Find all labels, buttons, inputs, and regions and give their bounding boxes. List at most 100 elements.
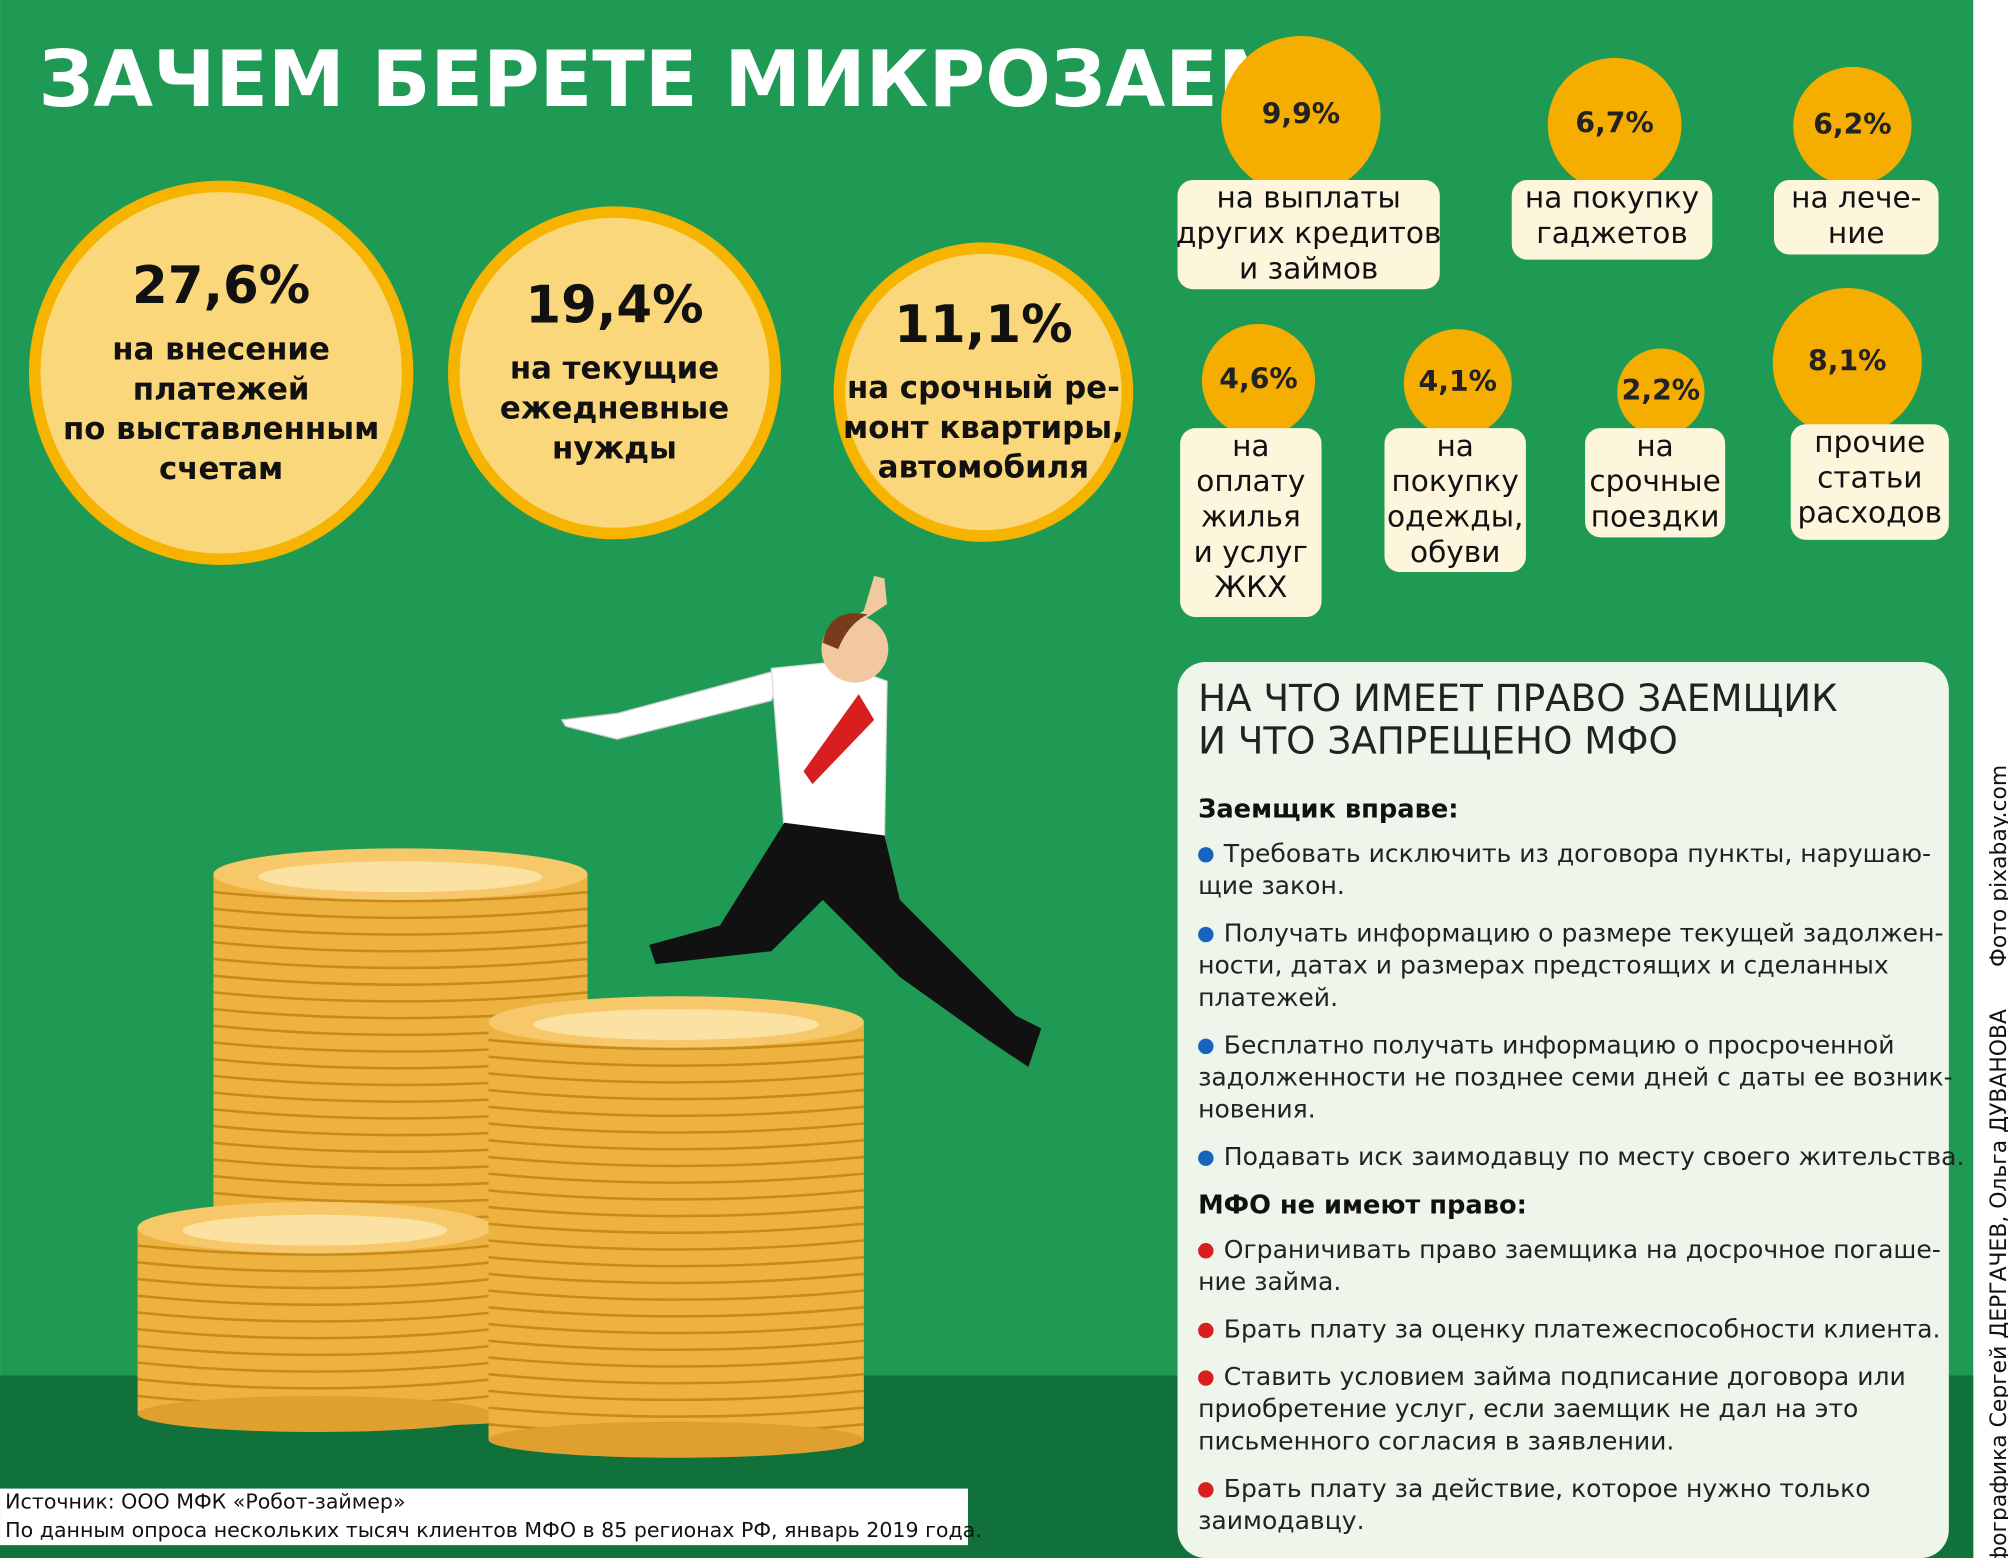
coin-edge	[488, 1172, 865, 1184]
coin-edge	[137, 1261, 493, 1273]
coin-edge	[137, 1361, 493, 1373]
coin-edge	[137, 1344, 493, 1357]
small-circle	[1403, 329, 1512, 438]
rule-text: заимодавцу.	[1198, 1506, 1364, 1535]
label-box	[1790, 424, 1949, 540]
rule-text: задолженности не позднее семи дней с дат…	[1198, 1063, 1953, 1092]
coin-edge	[137, 1294, 493, 1307]
small-value: 6,2%	[1813, 108, 1891, 141]
big-label: ежедневные	[500, 391, 729, 427]
small-label: обуви	[1410, 535, 1500, 569]
coin-bottom	[137, 1396, 493, 1433]
small-value: 2,2%	[1622, 374, 1700, 407]
big-label: счетам	[159, 451, 283, 487]
label-box	[1511, 179, 1713, 260]
coin-edge	[488, 1155, 865, 1168]
rule-text: письменного согласия в заявлении.	[1198, 1426, 1674, 1455]
hair	[822, 613, 868, 650]
coin-bottom	[488, 1421, 864, 1458]
small-circle	[1617, 348, 1705, 436]
label-box	[1180, 428, 1322, 618]
small-label: срочные	[1589, 464, 1720, 498]
credit: Фото pixabay.com	[1987, 765, 2008, 967]
small-label: одежды,	[1387, 500, 1523, 534]
bullet	[1198, 1482, 1214, 1498]
coin-edge	[488, 1255, 865, 1268]
big-label: нужды	[552, 430, 677, 466]
rule-text: ние займа.	[1198, 1267, 1341, 1296]
coin-edge	[213, 907, 588, 920]
rights-panel	[1177, 662, 1949, 1558]
coin-edge	[488, 1356, 865, 1368]
small-label: поездки	[1591, 500, 1720, 534]
coin-edge	[488, 1272, 865, 1285]
small-value: 8,1%	[1808, 345, 1886, 378]
label-box	[1384, 428, 1526, 573]
coin-face	[182, 1214, 448, 1246]
small-label: статьи	[1817, 460, 1922, 494]
small-value: 6,7%	[1575, 107, 1653, 140]
source-text: Источник: ООО МФК «Робот-займер»	[5, 1490, 405, 1514]
arm	[835, 575, 888, 630]
small-label: ние	[1828, 216, 1885, 250]
bullet	[1198, 1370, 1214, 1386]
rule-text: Брать плату за оценку платежеспособности…	[1224, 1314, 1941, 1343]
label-box	[1177, 179, 1440, 290]
coin-edge	[488, 1038, 865, 1051]
coin-face	[258, 861, 543, 893]
title: ЗАЧЕМ БЕРЕТЕ МИКРОЗАЕМ	[39, 35, 1295, 125]
rule-text: Ставить условием займа подписание догово…	[1224, 1362, 1906, 1391]
small-label: покупку	[1392, 464, 1519, 498]
rule-text: платежей.	[1198, 983, 1338, 1012]
small-label: на лече-	[1791, 181, 1921, 215]
coin-edge	[488, 1322, 865, 1335]
big-label: на срочный ре-	[847, 370, 1120, 406]
coin-edge	[137, 1378, 493, 1390]
coin-edge	[137, 1277, 493, 1290]
small-circle	[1201, 323, 1316, 438]
rule-text: новения.	[1198, 1095, 1316, 1124]
small-label: на	[1636, 429, 1673, 463]
big-circle	[448, 206, 781, 540]
small-label: ЖКХ	[1214, 570, 1287, 604]
small-circle	[1221, 35, 1381, 196]
rule-text: Требовать исключить из договора пункты, …	[1223, 839, 1931, 868]
coin-edge	[488, 1138, 865, 1151]
coin-edge	[488, 1306, 865, 1318]
coin-face	[533, 1009, 819, 1040]
coin-edge	[488, 1055, 865, 1067]
small-value: 9,9%	[1262, 98, 1340, 131]
coin-edge	[488, 1072, 865, 1084]
big-label: монт квартиры,	[843, 410, 1124, 446]
rule-text: ности, датах и размерах предстоящих и сд…	[1198, 951, 1889, 980]
big-label: на текущие	[510, 351, 719, 387]
small-label: и займов	[1239, 251, 1378, 285]
coin-edge	[488, 1088, 865, 1101]
coin-edge	[213, 890, 588, 903]
coin-edge	[488, 1189, 865, 1201]
coin-edge	[488, 1372, 865, 1385]
small-label: гаджетов	[1536, 216, 1688, 250]
trousers	[649, 822, 1042, 1067]
small-label: и услуг	[1194, 535, 1308, 569]
coin-edge	[488, 1389, 865, 1402]
bullet	[1198, 1243, 1214, 1259]
small-label: на	[1436, 429, 1473, 463]
coin-edge	[137, 1311, 493, 1323]
rule-text: Подавать иск заимодавцу по месту своего …	[1224, 1142, 1965, 1171]
coin-edge	[488, 1222, 865, 1235]
coin-edge	[213, 957, 588, 970]
small-label: прочие	[1814, 425, 1925, 459]
rule-text: Бесплатно получать информацию о просроче…	[1224, 1030, 1895, 1059]
small-label: оплату	[1196, 464, 1305, 498]
rule-text: Ограничивать право заемщика на досрочное…	[1224, 1235, 1941, 1264]
small-label: на	[1232, 429, 1269, 463]
coin-edge	[488, 1105, 865, 1118]
rule-text: щие закон.	[1198, 871, 1345, 900]
bullet	[1198, 1150, 1214, 1166]
coin-edge	[213, 940, 588, 953]
coin-edge	[488, 1406, 865, 1418]
small-label: других кредитов	[1176, 216, 1441, 250]
coin-edge	[488, 1289, 865, 1301]
